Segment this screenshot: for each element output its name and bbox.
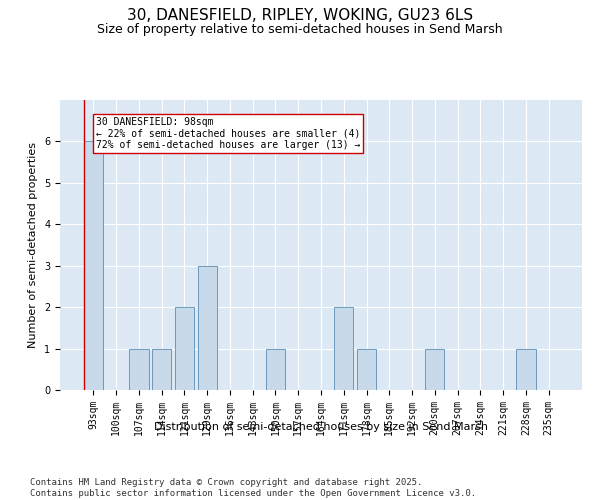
Y-axis label: Number of semi-detached properties: Number of semi-detached properties: [28, 142, 38, 348]
Bar: [266, 348, 285, 390]
Bar: [357, 348, 376, 390]
Bar: [129, 348, 149, 390]
Bar: [334, 307, 353, 390]
Text: Distribution of semi-detached houses by size in Send Marsh: Distribution of semi-detached houses by …: [154, 422, 488, 432]
Bar: [197, 266, 217, 390]
Bar: [84, 142, 103, 390]
Text: Size of property relative to semi-detached houses in Send Marsh: Size of property relative to semi-detach…: [97, 22, 503, 36]
Text: Contains HM Land Registry data © Crown copyright and database right 2025.
Contai: Contains HM Land Registry data © Crown c…: [30, 478, 476, 498]
Bar: [516, 348, 536, 390]
Bar: [152, 348, 172, 390]
Bar: [175, 307, 194, 390]
Text: 30 DANESFIELD: 98sqm
← 22% of semi-detached houses are smaller (4)
72% of semi-d: 30 DANESFIELD: 98sqm ← 22% of semi-detac…: [95, 116, 360, 150]
Bar: [425, 348, 445, 390]
Text: 30, DANESFIELD, RIPLEY, WOKING, GU23 6LS: 30, DANESFIELD, RIPLEY, WOKING, GU23 6LS: [127, 8, 473, 22]
